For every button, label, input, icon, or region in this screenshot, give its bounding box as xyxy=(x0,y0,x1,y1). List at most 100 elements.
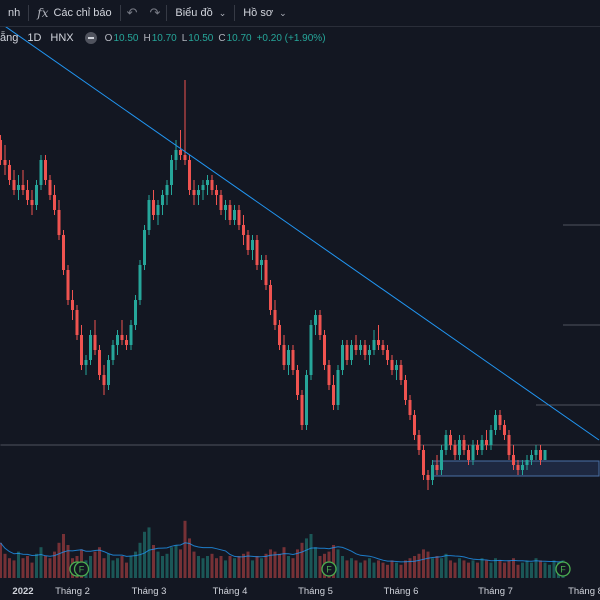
volume-bar xyxy=(404,560,407,578)
volume-bar xyxy=(251,560,254,578)
volume-bar xyxy=(66,545,70,578)
event-marker-icon xyxy=(73,561,90,577)
candle-body xyxy=(498,415,502,425)
volume-bar xyxy=(426,551,430,578)
volume-bar xyxy=(93,551,97,578)
candle-body xyxy=(273,310,277,325)
candle-body xyxy=(291,350,295,370)
candle-body xyxy=(390,360,394,370)
interval[interactable]: 1D xyxy=(27,32,42,44)
trendline[interactable] xyxy=(0,20,600,441)
low-key: L xyxy=(181,32,188,44)
volume-bar xyxy=(179,549,182,578)
candle-body xyxy=(372,340,376,350)
volume-bar xyxy=(363,560,367,578)
candle-body xyxy=(17,185,20,190)
candle-body xyxy=(543,450,547,460)
candle-body xyxy=(183,155,187,160)
volume-bar xyxy=(246,551,250,578)
candle-body xyxy=(336,370,340,405)
event-markers[interactable]: FFFF xyxy=(69,561,571,577)
candle-body xyxy=(57,210,61,235)
volume-bar xyxy=(269,549,272,578)
volume-bar xyxy=(192,551,196,578)
time-axis-tick-label: 2022 xyxy=(12,586,33,597)
volume-bar xyxy=(237,556,241,578)
candle-body xyxy=(305,375,308,425)
volume-bar xyxy=(201,558,205,578)
volume-bar xyxy=(354,560,358,578)
volume-bar xyxy=(215,558,218,578)
volume-bar xyxy=(152,545,155,578)
chart-type-menu[interactable]: Biểu đồ ⌄ xyxy=(167,0,234,26)
candle-body xyxy=(129,325,133,345)
undo-button[interactable]: ↶ xyxy=(121,0,144,26)
volume-bar xyxy=(165,553,169,578)
volume-bar xyxy=(30,562,34,578)
candle-body xyxy=(399,365,403,380)
candle-body xyxy=(278,325,281,345)
volume-bar xyxy=(282,547,286,578)
volume-bar xyxy=(318,556,322,578)
candle-body xyxy=(30,200,34,205)
candle-body xyxy=(116,335,119,345)
candle-body xyxy=(201,185,205,190)
candle-body xyxy=(431,465,434,480)
candle-body xyxy=(138,265,142,300)
volume-bar xyxy=(17,551,20,578)
volume-bar xyxy=(512,558,515,578)
volume-bar xyxy=(471,560,475,578)
candle-body xyxy=(444,435,448,450)
volume-bar xyxy=(467,562,470,578)
trendline-segment xyxy=(0,22,600,441)
volume-bar xyxy=(143,531,146,578)
horizontal-levels[interactable] xyxy=(0,224,600,446)
volume-bar xyxy=(111,560,115,578)
toolbar-divider xyxy=(166,5,168,21)
toolbar-divider xyxy=(119,5,121,21)
volume-bar xyxy=(224,560,227,578)
volume-bar xyxy=(129,556,133,578)
volume-bar xyxy=(539,560,542,578)
time-axis-tick-label: Tháng 6 xyxy=(384,586,419,597)
candle-body xyxy=(453,445,457,455)
candle-body xyxy=(363,345,367,355)
symbol-name[interactable]: ẵng xyxy=(0,32,19,44)
exchange: HNX xyxy=(50,32,74,44)
volume-bar xyxy=(503,562,506,578)
event-marker-label: F xyxy=(326,565,332,575)
redo-button[interactable]: ↷ xyxy=(143,0,166,26)
volume-bar xyxy=(462,560,466,578)
minus-icon xyxy=(87,37,94,39)
undo-icon: ↶ xyxy=(126,5,138,20)
volume-bar xyxy=(48,558,52,578)
candle-body xyxy=(264,260,268,285)
candle-body xyxy=(368,350,371,355)
collapse-legend-button[interactable] xyxy=(84,32,97,44)
time-axis-tick-label: Tháng 7 xyxy=(478,586,513,597)
high-key: H xyxy=(143,32,151,44)
time-axis-tick-label: Tháng 5 xyxy=(298,586,333,597)
candle-body xyxy=(449,435,452,445)
volume-bar xyxy=(305,538,308,578)
candle-body xyxy=(476,445,479,450)
volume-bar xyxy=(138,542,142,578)
symbol-legend: ẵng 1D HNX O 10.50 H 10.70 L 10.50 C 10.… xyxy=(0,30,331,46)
low-value: 10.50 xyxy=(188,32,214,44)
candle-body xyxy=(161,195,164,205)
candle-body xyxy=(210,180,214,190)
time-axis-tick-label: Tháng 3 xyxy=(132,586,167,597)
indicators-button[interactable]: fx Các chỉ báo xyxy=(29,0,119,26)
profile-menu[interactable]: Hồ sơ ⌄ xyxy=(235,0,294,26)
support-zone[interactable] xyxy=(432,460,600,477)
support-zone-rect xyxy=(432,460,600,477)
candle-body xyxy=(237,210,241,225)
toolbar-item-partial[interactable]: nh xyxy=(0,0,28,26)
volume-bar xyxy=(8,558,11,578)
volume-bar xyxy=(453,562,457,578)
volume-bar xyxy=(170,547,173,578)
candle-body xyxy=(282,345,286,365)
open-key: O xyxy=(104,32,113,44)
volume-bar xyxy=(278,553,281,578)
